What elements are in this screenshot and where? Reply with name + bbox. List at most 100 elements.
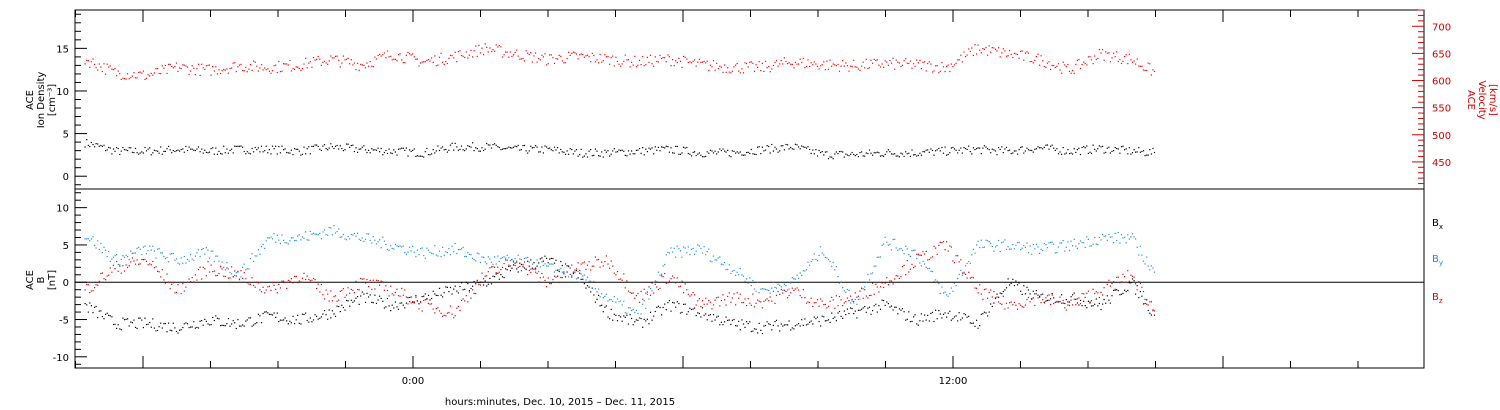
by-point	[857, 298, 859, 301]
velocity-point	[462, 55, 464, 57]
density-point	[153, 149, 155, 151]
bx-point	[190, 326, 192, 328]
by-point	[796, 274, 798, 276]
bz-point	[259, 289, 261, 291]
bz-point	[197, 268, 200, 271]
by-point	[149, 245, 151, 247]
bx-point	[1124, 289, 1126, 291]
bx-point	[401, 302, 403, 304]
velocity-point	[864, 67, 866, 69]
by-point	[865, 281, 867, 283]
density-point	[394, 151, 396, 153]
bx-point	[1094, 303, 1096, 305]
bx-point	[689, 307, 691, 309]
bz-point	[766, 298, 768, 300]
velocity-point	[432, 61, 434, 63]
bx-point	[287, 323, 289, 325]
bx-point	[728, 319, 730, 321]
density-point	[160, 146, 162, 148]
density-point	[128, 147, 130, 149]
by-point	[106, 256, 108, 258]
density-point	[435, 150, 437, 152]
bx-point	[460, 282, 463, 284]
by-point	[369, 239, 371, 242]
density-point	[92, 144, 94, 146]
velocity-point	[112, 69, 115, 71]
bx-point	[462, 289, 464, 291]
density-point	[694, 151, 696, 153]
by-point	[711, 261, 713, 263]
velocity-point	[1054, 66, 1056, 69]
density-point	[905, 151, 907, 153]
bx-point	[1040, 294, 1042, 296]
by-point	[412, 245, 414, 247]
by-point	[207, 249, 209, 251]
velocity-point	[626, 59, 628, 61]
bz-point	[747, 298, 749, 300]
bx-point	[234, 322, 236, 324]
by-point	[1057, 246, 1060, 248]
bz-point	[531, 268, 533, 270]
bz-point	[202, 266, 204, 268]
by-point	[898, 248, 900, 250]
bx-point	[1037, 294, 1039, 296]
velocity-point	[235, 71, 237, 73]
bz-point	[473, 292, 475, 294]
density-point	[144, 146, 146, 149]
velocity-point	[930, 63, 932, 65]
velocity-point	[683, 55, 685, 57]
bx-point	[705, 313, 707, 315]
bz-point	[287, 279, 289, 281]
bx-point	[314, 314, 316, 316]
density-point	[601, 151, 603, 153]
bx-point	[938, 310, 940, 312]
density-point	[1072, 153, 1074, 155]
bz-point	[731, 297, 733, 299]
by-point	[843, 290, 845, 292]
density-point	[793, 148, 795, 150]
bx-point	[935, 309, 937, 311]
density-point	[457, 149, 459, 151]
bx-point	[312, 319, 315, 321]
bx-point	[1106, 295, 1108, 297]
velocity-point	[690, 62, 693, 64]
by-point	[1114, 232, 1116, 234]
by-point	[582, 275, 584, 277]
by-point	[1018, 241, 1020, 244]
bx-point	[1048, 299, 1050, 301]
by-point	[251, 253, 253, 255]
by-point	[651, 290, 653, 292]
velocity-point	[590, 61, 592, 63]
by-point	[498, 260, 500, 262]
bx-point	[979, 325, 981, 327]
by-point	[681, 256, 683, 258]
velocity-point	[202, 67, 204, 69]
bx-point	[958, 312, 960, 314]
density-point	[172, 150, 174, 152]
by-point	[686, 252, 688, 254]
bx-point	[435, 294, 437, 296]
density-point	[824, 151, 826, 153]
bx-point	[1078, 304, 1080, 306]
bx-point	[210, 324, 212, 326]
bz-point	[1092, 288, 1094, 290]
bx-point	[629, 314, 631, 316]
bx-point	[895, 306, 897, 308]
by-point	[914, 249, 916, 251]
density-point	[964, 148, 967, 150]
by-point	[922, 260, 924, 262]
density-point	[323, 144, 326, 146]
by-point	[974, 252, 976, 254]
velocity-point	[468, 54, 470, 56]
bx-point	[171, 330, 173, 332]
density-point	[557, 147, 559, 149]
velocity-tick-label: 550	[1432, 104, 1451, 115]
bz-point	[579, 269, 581, 272]
density-point	[971, 153, 973, 155]
density-point	[775, 148, 778, 150]
bz-point	[377, 280, 379, 282]
density-point	[831, 156, 833, 158]
by-point	[938, 282, 940, 285]
by-point	[1054, 252, 1056, 254]
bz-point	[168, 281, 170, 283]
